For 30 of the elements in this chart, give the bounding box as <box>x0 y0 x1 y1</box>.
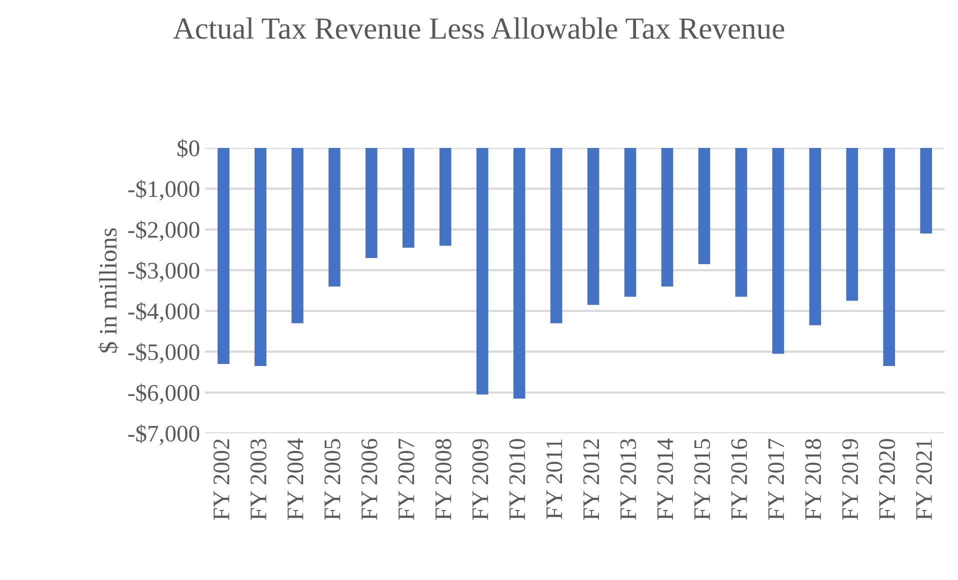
x-tick-label: FY 2017 <box>768 438 784 520</box>
x-tick-label: FY 2014 <box>657 438 674 520</box>
x-tick-label: FY 2003 <box>250 439 266 520</box>
y-tick-label: -$1,000 <box>128 180 200 200</box>
y-tick-label: -$4,000 <box>128 302 200 323</box>
x-tick-label: FY 2015 <box>694 439 710 520</box>
x-tick-label: FY 2004 <box>287 438 304 520</box>
chart-title: Actual Tax Revenue Less Allowable Tax Revenue <box>173 17 784 39</box>
x-tick-label: FY 2002 <box>213 439 230 520</box>
x-tick-label: FY 2011 <box>546 440 562 519</box>
y-tick-label: -$2,000 <box>128 220 200 242</box>
x-tick-label: FY 2009 <box>472 439 488 520</box>
x-tick-label: FY 2005 <box>324 439 340 520</box>
y-tick-label: -$5,000 <box>128 342 200 364</box>
y-tick-label: -$6,000 <box>128 384 200 404</box>
x-tick-label: FY 2021 <box>916 440 932 520</box>
x-tick-label: FY 2018 <box>805 439 822 520</box>
y-tick-label: $0 <box>178 138 200 158</box>
y-tick-label: -$3,000 <box>128 261 200 282</box>
x-tick-label: FY 2019 <box>842 439 858 520</box>
x-tick-label: FY 2008 <box>435 439 452 520</box>
y-axis-title: $ in millions <box>98 228 118 353</box>
x-tick-label: FY 2020 <box>879 439 896 520</box>
x-tick-label: FY 2010 <box>509 439 526 520</box>
x-tick-label: FY 2007 <box>398 438 414 520</box>
x-tick-label: FY 2012 <box>583 439 600 520</box>
x-tick-label: FY 2006 <box>361 438 378 520</box>
x-tick-label: FY 2013 <box>620 439 636 520</box>
x-tick-label: FY 2016 <box>731 438 748 520</box>
y-tick-label: -$7,000 <box>128 424 200 446</box>
